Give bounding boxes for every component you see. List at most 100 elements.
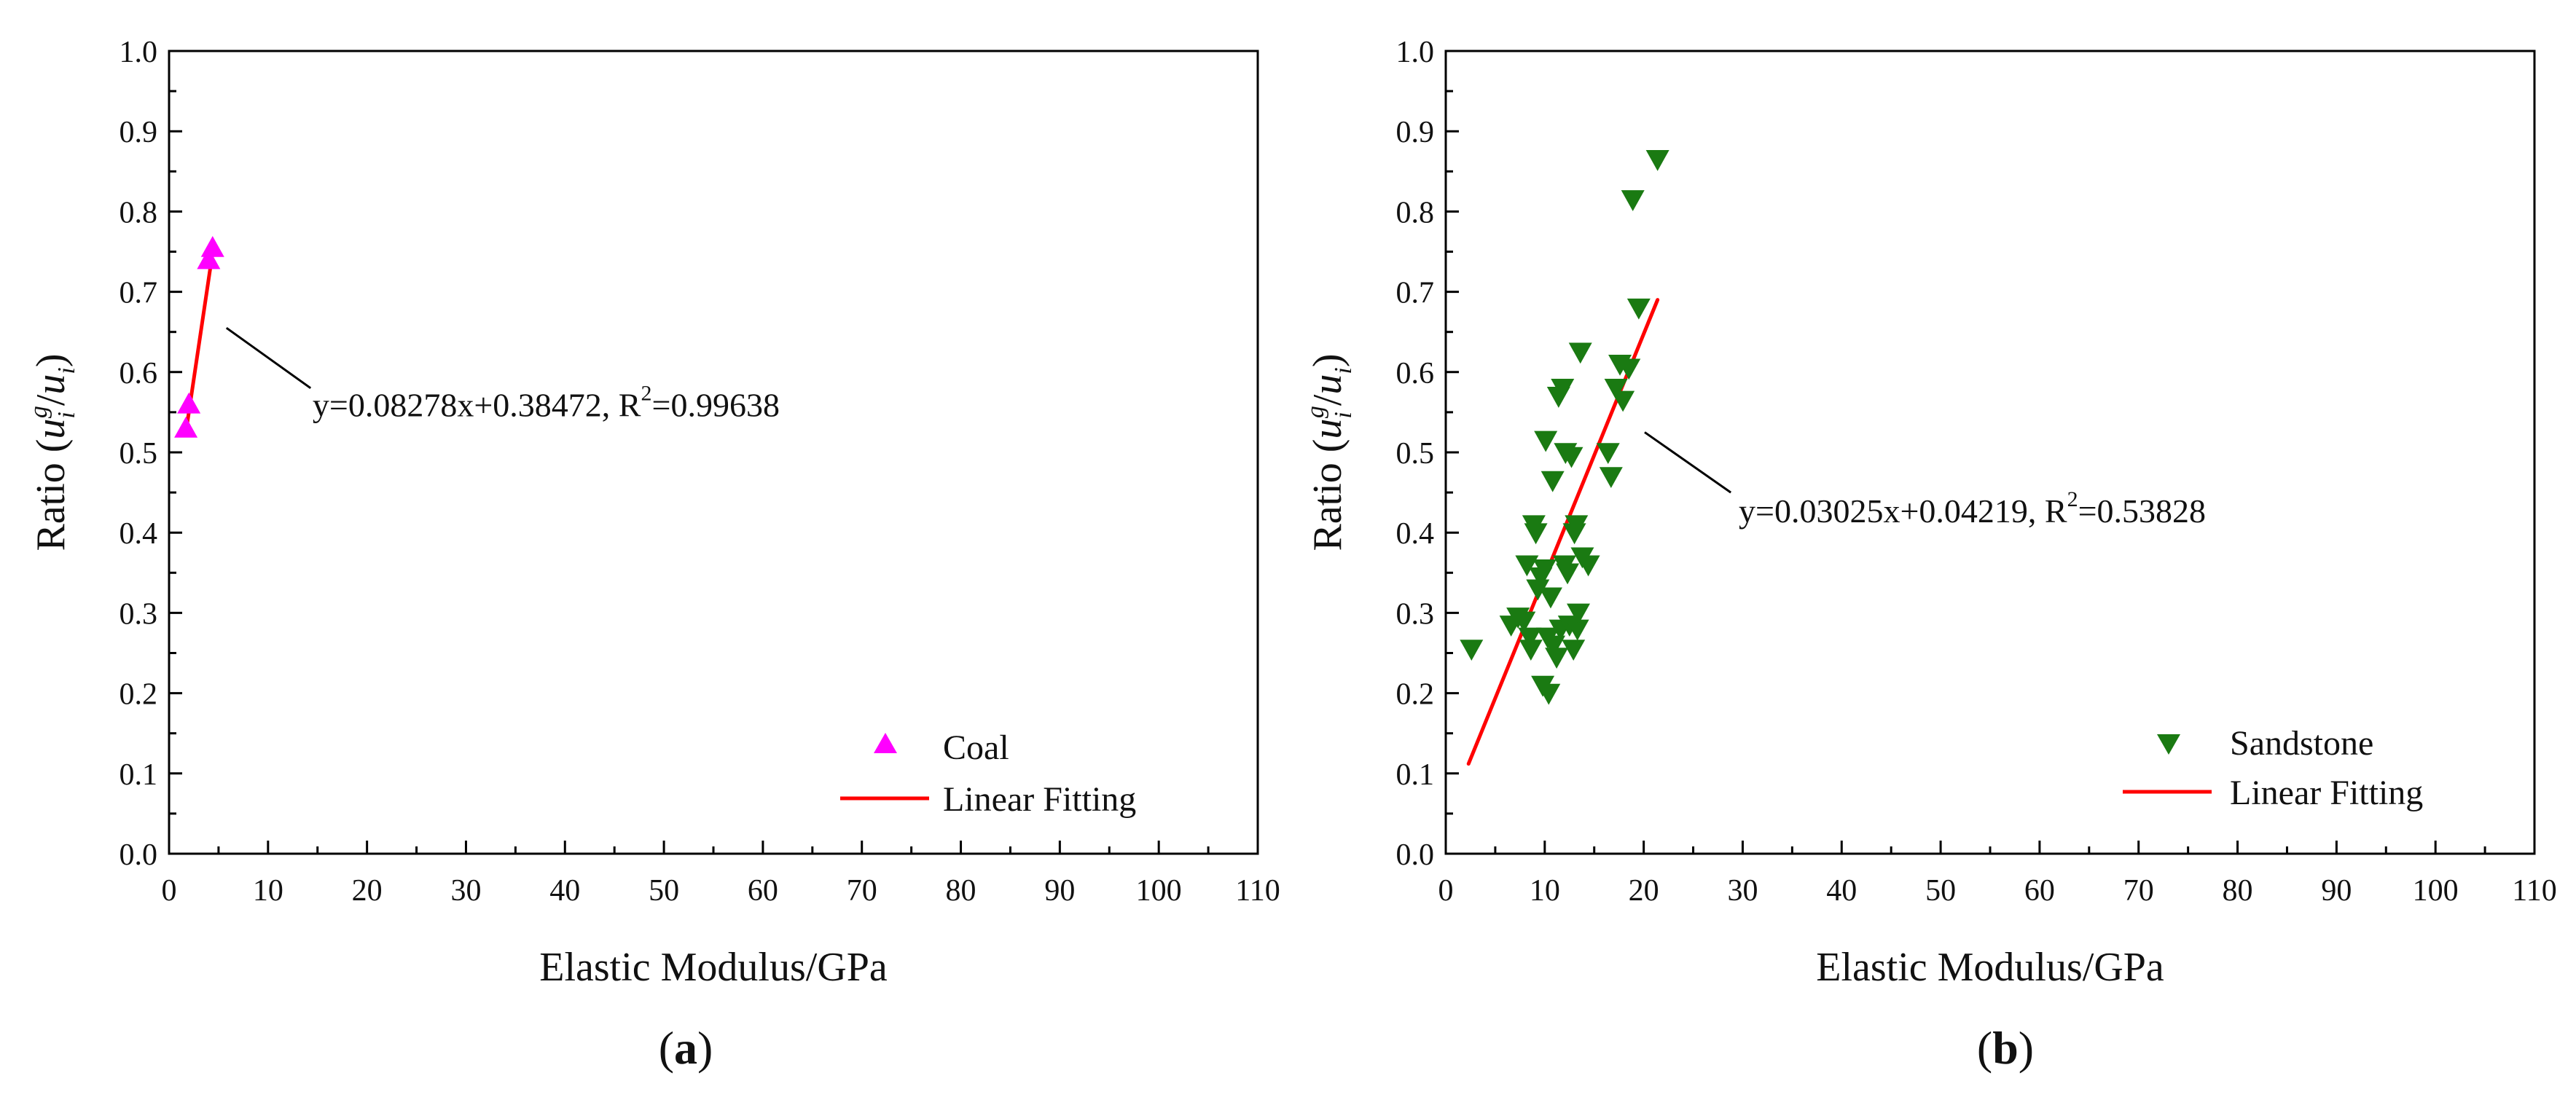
panel-b-data-point [1566, 603, 1590, 625]
panel-b-data-point [1545, 648, 1569, 669]
panel-b-ylabel-prefix: Ratio ( [1305, 439, 1350, 551]
panel-b-y-axis-title: Ratio (uig/ui) [1302, 353, 1357, 551]
panel-a-ylabel-sub2: i [53, 367, 80, 374]
panel-a-legend-label: Coal [943, 728, 1009, 767]
panel-b-ylabel-suffix: ) [1305, 353, 1350, 367]
panel-a-y-tick-label: 0.6 [120, 357, 158, 390]
panel-b-data-point [1519, 640, 1543, 661]
panel-a-x-axis-title: Elastic Modulus/GPa [539, 945, 888, 990]
panel-b-fit-equation: y=0.03025x+0.04219, R2=0.53828 [1739, 487, 2206, 530]
panel-a-data-points [174, 235, 224, 438]
panel-a-ylabel-sub1: i [53, 412, 80, 418]
panel-a-y-tick-label: 0.4 [120, 517, 158, 551]
panel-a-ylabel-slash: / [28, 394, 74, 406]
panel-b-ylabel-u2: u [1305, 374, 1350, 395]
panel-b-x-tick-label: 40 [1826, 874, 1857, 908]
panel-b-linear-fit-line [1466, 298, 1660, 766]
panel-b-y-tick-label: 0.1 [1396, 758, 1435, 792]
panel-b-y-tick-label: 1.0 [1396, 36, 1435, 69]
panel-b-data-point [1568, 342, 1592, 364]
panel-a-ylabel-u2: u [28, 374, 74, 395]
panel-b-x-tick-label: 10 [1530, 874, 1560, 908]
panel-b-label: (b) [1977, 1022, 2034, 1074]
panel-b-data-point [1512, 611, 1536, 633]
panel-b-data-point [1611, 390, 1635, 412]
panel-b-x-tick-label: 50 [1925, 874, 1956, 908]
panel-b-legend-fit-label: Linear Fitting [2230, 774, 2423, 812]
panel-a-data-point [197, 248, 221, 270]
panel-b-ylabel-sup: g [1302, 406, 1329, 418]
panel-b-y-tick-label: 0.8 [1396, 196, 1435, 229]
panel-b-x-tick-label: 0 [1438, 874, 1454, 908]
panel-b-equation-sup: 2 [2067, 487, 2078, 511]
panel-a-equation-tail: =0.99638 [652, 386, 780, 423]
panel-b-data-point [1621, 190, 1645, 211]
panel-b-x-tick-label: 20 [1629, 874, 1659, 908]
panel-a-y-tick-label: 0.3 [120, 597, 158, 631]
panel-a-legend-marker [874, 733, 897, 753]
panel-b-data-point [1565, 515, 1589, 537]
panel-a-data-point [200, 235, 224, 257]
panel-b-data-point [1645, 149, 1669, 171]
panel-b-x-axis-title: Elastic Modulus/GPa [1816, 945, 2164, 990]
panel-b-data-point [1599, 467, 1623, 489]
panel-b-y-tick-label: 0.5 [1396, 437, 1435, 471]
panel-a-y-tick-label: 0.5 [120, 437, 158, 471]
panel-a-y-tick-label: 0.7 [120, 277, 158, 310]
panel-b-ylabel-sub1: i [1330, 412, 1357, 418]
panel-b-x-tick-label: 70 [2123, 874, 2154, 908]
panel-b-x-tick-label: 60 [2024, 874, 2055, 908]
panel-a-y-tick-label: 1.0 [120, 36, 158, 69]
panel-a-equation-sup: 2 [641, 381, 652, 405]
panel-b-x-tick-label: 100 [2413, 874, 2459, 908]
panel-a-ticks [168, 50, 1259, 855]
panel-b-data-point [1532, 559, 1557, 581]
panel-a-chart: 0 10 20 30 40 50 60 70 80 90 100 110 0.00.10.20.30.… [26, 36, 1280, 1074]
panel-a-y-tick-label: 0.9 [120, 116, 158, 149]
panel-b-data-point [1537, 683, 1561, 705]
panel-a-x-tick-label: 30 [450, 874, 481, 908]
panel-a-x-tick-labels: 0 10 20 30 40 50 60 70 80 90 100 110 [162, 874, 1280, 908]
panel-b-y-tick-label: 0.9 [1396, 116, 1435, 149]
panel-b-x-tick-label: 90 [2321, 874, 2352, 908]
panel-b-y-tick-label: 0.7 [1396, 277, 1435, 310]
panel-a-y-tick-labels: 0.0 0.1 0.2 0.3 0.4 0.5 0.6 0.7 0.8 0.9 1.0 [120, 36, 158, 872]
panel-a-plot-frame [168, 50, 1259, 855]
panel-b-data-point [1526, 579, 1550, 601]
panel-a-equation-main: y=0.08278x+0.38472, R [313, 386, 641, 423]
panel-b-data-point [1515, 555, 1539, 577]
panel-b-data-point [1518, 627, 1542, 649]
panel-b-ticks [1444, 50, 2536, 855]
panel-a-x-tick-label: 40 [549, 874, 580, 908]
panel-a-x-tick-label: 110 [1235, 874, 1280, 908]
panel-b-data-point [1460, 640, 1484, 661]
panel-a-label: (a) [659, 1022, 713, 1074]
panel-a-x-tick-label: 0 [162, 874, 177, 908]
panel-b-data-point [1540, 471, 1565, 492]
panel-a-data-point [174, 416, 198, 438]
panel-b-legend: Sandstone Linear Fitting [2123, 724, 2423, 812]
panel-b-chart: 0 10 20 30 40 50 60 70 80 90 100 110 0.00.10.20.30.… [1302, 36, 2557, 1074]
panel-b-y-tick-label: 0.6 [1396, 357, 1435, 390]
panel-a-ylabel-suffix: ) [28, 353, 74, 367]
panel-b-data-point [1576, 555, 1600, 577]
panel-b-legend-marker [2157, 734, 2180, 755]
panel-b-data-point [1565, 619, 1589, 641]
panel-b-label-letter: b [1992, 1022, 2019, 1074]
panel-b-ylabel-u1: u [1305, 419, 1350, 439]
panel-b-data-point [1596, 443, 1620, 464]
panel-a-ylabel-sup: g [26, 406, 52, 418]
panel-b-data-point [1626, 298, 1651, 320]
panel-a-y-tick-label: 0.1 [120, 758, 158, 792]
panel-a-ylabel-prefix: Ratio ( [28, 439, 74, 551]
panel-a-data-point [177, 392, 201, 414]
panel-b-y-tick-label: 0.3 [1396, 597, 1435, 631]
panel-b-x-tick-label: 80 [2223, 874, 2253, 908]
panel-a-x-tick-label: 70 [847, 874, 877, 908]
panel-b-legend-label: Sandstone [2230, 724, 2373, 763]
panel-b-y-tick-label: 0.0 [1396, 838, 1435, 872]
panel-b-data-points [1460, 149, 1669, 705]
panel-b-data-point [1559, 447, 1583, 468]
panel-b-equation-main: y=0.03025x+0.04219, R [1739, 492, 2067, 530]
panel-a-x-tick-label: 10 [253, 874, 283, 908]
